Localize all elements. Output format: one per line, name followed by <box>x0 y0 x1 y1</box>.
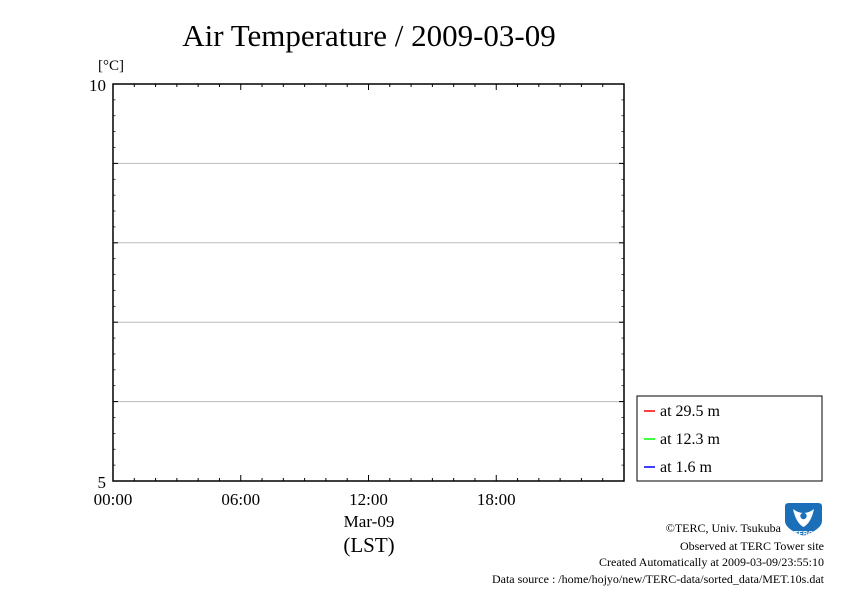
x-tick-label: 12:00 <box>349 490 388 509</box>
x-tick-label: 18:00 <box>477 490 516 509</box>
y-tick-label-min: 5 <box>98 473 107 492</box>
x-axis-label: (LST) <box>343 533 394 557</box>
data-source-text: Data source : /home/hojyo/new/TERC-data/… <box>492 572 825 586</box>
x-axis-ticks: 00:00 06:00 12:00 18:00 <box>94 84 625 509</box>
x-tick-label: 00:00 <box>94 490 133 509</box>
chart-title: Air Temperature / 2009-03-09 <box>182 18 555 53</box>
terc-logo: TERC <box>785 503 822 538</box>
x-axis-date-label: Mar-09 <box>344 512 395 531</box>
copyright-text: ©TERC, Univ. Tsukuba <box>666 521 782 535</box>
legend: at 29.5 m at 12.3 m at 1.6 m <box>636 395 823 482</box>
y-gridlines <box>113 83 624 482</box>
legend-box <box>636 395 823 482</box>
legend-label: at 12.3 m <box>660 431 721 448</box>
y-tick-label-max: 10 <box>89 76 106 95</box>
logo-text: TERC <box>794 531 813 538</box>
observed-text: Observed at TERC Tower site <box>680 539 824 553</box>
y-axis-unit-label: [°C] <box>98 58 124 74</box>
legend-label: at 1.6 m <box>660 459 713 476</box>
plot-area <box>112 83 625 482</box>
x-tick-label: 06:00 <box>221 490 260 509</box>
legend-label: at 29.5 m <box>660 403 721 420</box>
created-text: Created Automatically at 2009-03-09/23:5… <box>599 555 824 569</box>
